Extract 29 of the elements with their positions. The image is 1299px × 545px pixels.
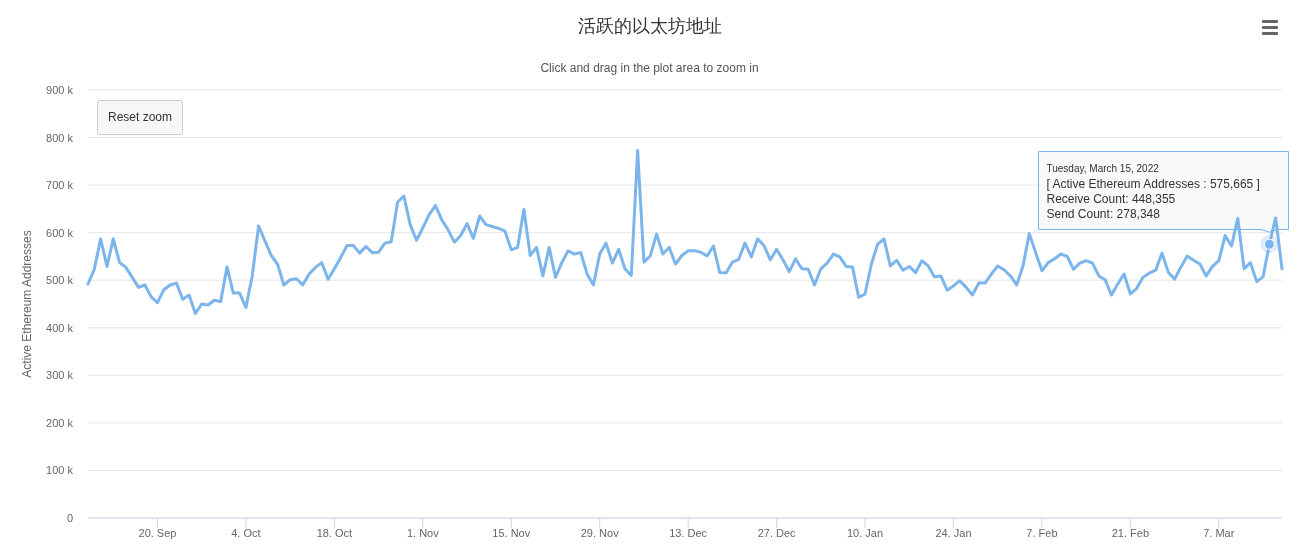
x-tick-label: 7. Mar bbox=[1203, 527, 1235, 539]
x-tick-label: 13. Dec bbox=[669, 527, 708, 539]
x-tick-label: 29. Nov bbox=[580, 527, 620, 539]
annotation: Tuesday, March 15, 2022 [ Active Ethereum Addresses : 575,665 ] Receive Count: 448,355 Send Count: 278,348 bbox=[1046, 162, 1260, 221]
chart-title: 活跃的以太坊地址 bbox=[577, 16, 722, 36]
y-tick-label: 200 k bbox=[46, 416, 74, 429]
x-tick-label: 7. Feb bbox=[1026, 527, 1058, 539]
x-tick-label: 10. Jan bbox=[847, 527, 884, 539]
y-tick-label: 300 k bbox=[46, 369, 74, 382]
annotation: Reset zoom bbox=[107, 110, 173, 124]
y-tick-label: 0 bbox=[66, 512, 73, 524]
button: Reset zoom bbox=[97, 100, 183, 135]
y-tick-label: 800 k bbox=[46, 131, 74, 144]
y-tick-label: 900 k bbox=[46, 84, 74, 96]
y-tick-label: 700 k bbox=[46, 179, 74, 192]
x-tick-label: 21. Feb bbox=[1111, 527, 1150, 539]
x-tick-label: 24. Jan bbox=[935, 527, 972, 539]
x-tick-label: 27. Dec bbox=[757, 527, 797, 539]
y-axis-title: Active Ethereum Addresses bbox=[20, 230, 34, 378]
x-tick-label: 15. Nov bbox=[492, 527, 531, 539]
y-tick-label: 600 k bbox=[46, 226, 74, 239]
x-tick-label: 4. Oct bbox=[231, 527, 261, 539]
y-tick-label: 500 k bbox=[46, 274, 74, 287]
chart-subtitle: Click and drag in the plot area to zoom in bbox=[540, 61, 759, 75]
y-tick-label: 400 k bbox=[46, 321, 74, 334]
y-tick-label: 100 k bbox=[46, 464, 74, 477]
x-tick-label: 18. Oct bbox=[316, 527, 353, 539]
x-tick-label: 20. Sep bbox=[138, 527, 177, 539]
x-tick-label: 1. Nov bbox=[406, 527, 440, 539]
